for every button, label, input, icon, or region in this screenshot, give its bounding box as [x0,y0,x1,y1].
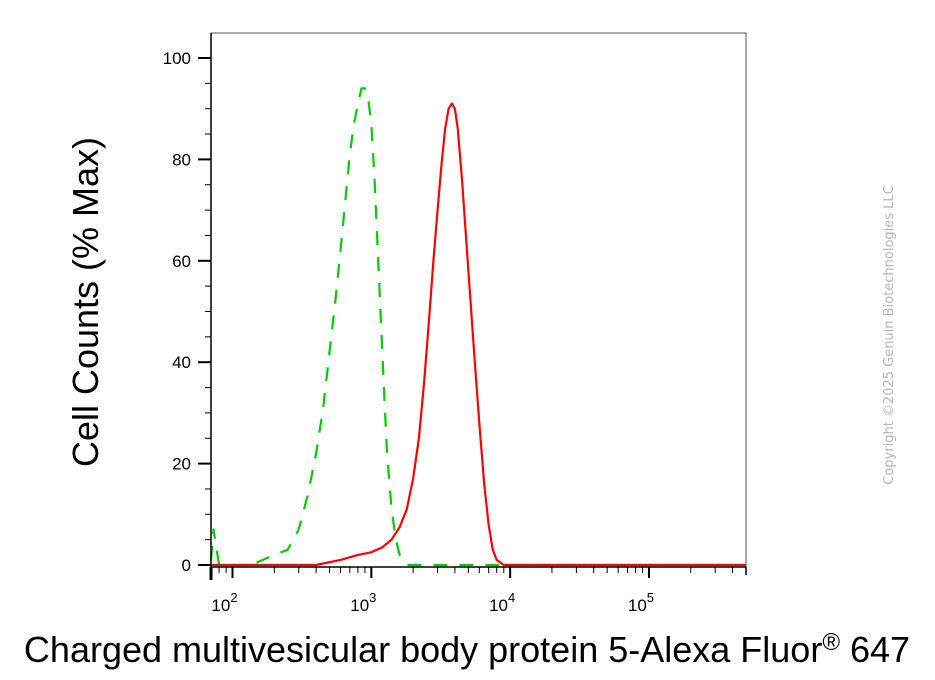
y-tick-label: 40 [172,353,191,372]
plot-area [209,32,747,568]
x-axis-label: Charged multivesicular body protein 5-Al… [24,629,910,670]
y-tick-label: 80 [172,150,191,169]
y-tick-label: 20 [172,455,191,474]
plot-frame [210,32,747,568]
x-tick-label-exponent: 5 [647,590,654,605]
x-axis-label-main: Charged multivesicular body protein 5-Al… [24,629,822,670]
x-tick-label-exponent: 3 [369,590,376,605]
x-tick-label-exponent: 4 [508,590,515,605]
x-tick-label-base: 10 [211,596,230,615]
copyright-watermark: Copyright ©2025 Genuin Biotechnologies L… [882,185,897,484]
x-tick-label: 102 [211,590,237,615]
x-tick-label: 103 [350,590,376,615]
x-axis-label-registered: ® [822,629,840,656]
y-axis: 0 20 40 60 80 100 [163,33,212,575]
x-tick-label-exponent: 2 [230,590,237,605]
x-tick-label: 104 [489,590,515,615]
x-tick-label-base: 10 [628,596,647,615]
x-axis: 102 103 104 105 [209,566,747,615]
x-tick-label-base: 10 [350,596,369,615]
x-axis-label-tail: 647 [840,629,910,670]
series-line-1 [211,102,746,567]
y-tick-label: 60 [172,252,191,271]
y-tick-label: 100 [163,49,191,68]
y-tick-label: 0 [182,556,191,575]
x-tick-label: 105 [628,590,654,615]
series-line-0 [209,87,746,567]
x-tick-label-base: 10 [489,596,508,615]
y-axis-label: Cell Counts (% Max) [65,137,106,467]
